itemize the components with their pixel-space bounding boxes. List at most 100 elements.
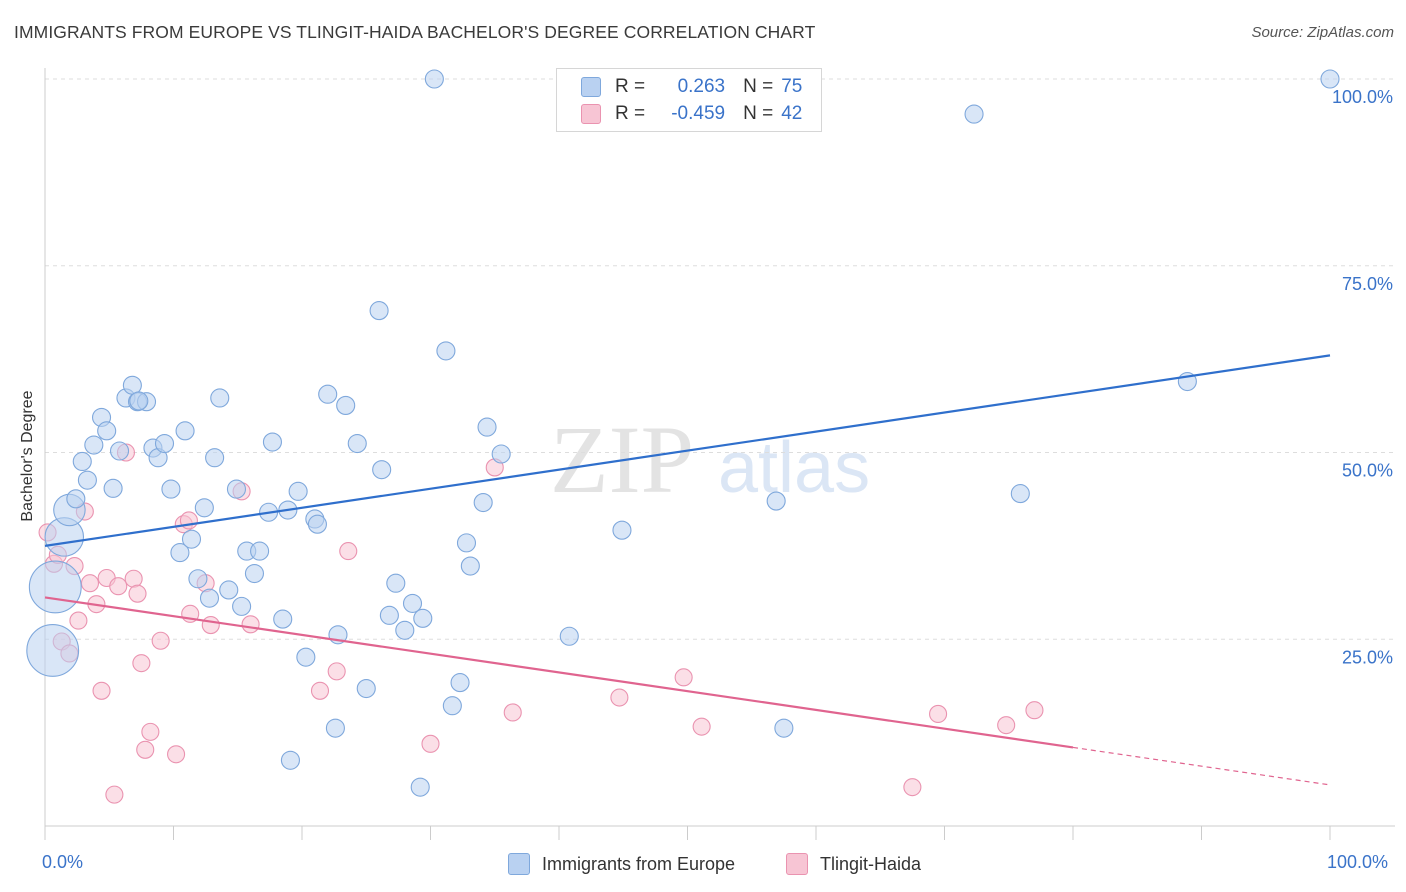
point-tlingit-haida bbox=[105, 785, 124, 804]
point-tlingit-haida bbox=[327, 662, 346, 681]
legend-row-tlingit: R = -0.459 N = 42 bbox=[581, 101, 802, 127]
point-tlingit-haida bbox=[929, 704, 948, 724]
point-immigrants-from-europe bbox=[244, 563, 265, 584]
point-immigrants-from-europe bbox=[395, 620, 415, 640]
pink-swatch bbox=[581, 104, 601, 124]
y-tick-label: 25.0% bbox=[1342, 647, 1393, 667]
point-immigrants-from-europe bbox=[413, 608, 433, 628]
point-immigrants-from-europe bbox=[1010, 484, 1030, 504]
point-immigrants-from-europe bbox=[1320, 69, 1340, 89]
point-immigrants-from-europe bbox=[129, 391, 149, 411]
y-tick-label: 50.0% bbox=[1342, 461, 1393, 481]
point-tlingit-haida bbox=[310, 681, 330, 700]
point-immigrants-from-europe bbox=[219, 580, 239, 600]
point-immigrants-from-europe bbox=[205, 448, 225, 468]
r-value: 0.263 bbox=[677, 76, 726, 97]
series-tlingit-haida bbox=[38, 443, 1044, 804]
point-tlingit-haida bbox=[339, 542, 358, 561]
trend-line-tlingit bbox=[44, 596, 1074, 749]
blue-swatch bbox=[581, 77, 601, 97]
n-value: 42 bbox=[781, 103, 803, 124]
point-immigrants-from-europe bbox=[612, 520, 632, 540]
legend-row-europe: R = 0.263 N = 75 bbox=[581, 74, 802, 100]
trend-line-europe bbox=[44, 354, 1331, 547]
trend-lines bbox=[44, 354, 1331, 786]
watermark: ZIP atlas bbox=[550, 406, 870, 513]
point-immigrants-from-europe bbox=[84, 435, 104, 455]
point-immigrants-from-europe bbox=[296, 647, 316, 667]
source-label: Source: ZipAtlas.com bbox=[1251, 24, 1394, 41]
chart-title: IMMIGRANTS FROM EUROPE VS TLINGIT-HAIDA … bbox=[14, 22, 816, 42]
x-tick-min: 0.0% bbox=[42, 852, 84, 872]
watermark-atlas: atlas bbox=[718, 428, 870, 508]
point-tlingit-haida bbox=[151, 631, 170, 650]
trend-line-tlingit-extension bbox=[1072, 746, 1331, 786]
point-immigrants-from-europe bbox=[97, 421, 117, 441]
point-immigrants-from-europe bbox=[774, 718, 794, 738]
point-immigrants-from-europe bbox=[154, 433, 175, 454]
n-label: N = bbox=[743, 76, 774, 97]
point-tlingit-haida bbox=[503, 703, 522, 722]
point-tlingit-haida bbox=[421, 734, 440, 753]
point-immigrants-from-europe bbox=[273, 609, 293, 629]
point-immigrants-from-europe bbox=[386, 573, 406, 593]
point-immigrants-from-europe bbox=[250, 541, 270, 561]
point-immigrants-from-europe bbox=[188, 569, 208, 589]
point-tlingit-haida bbox=[241, 615, 260, 634]
r-value: -0.459 bbox=[671, 103, 726, 124]
point-tlingit-haida bbox=[903, 778, 922, 797]
point-immigrants-from-europe bbox=[77, 470, 97, 490]
point-immigrants-from-europe bbox=[26, 624, 80, 677]
legend-item-tlingit[interactable]: Tlingit-Haida bbox=[786, 853, 921, 875]
point-immigrants-from-europe bbox=[402, 593, 423, 613]
point-tlingit-haida bbox=[109, 577, 128, 596]
point-tlingit-haida bbox=[80, 574, 100, 593]
point-immigrants-from-europe bbox=[210, 388, 230, 408]
point-tlingit-haida bbox=[124, 569, 143, 588]
pink-swatch bbox=[786, 853, 808, 875]
point-tlingit-haida bbox=[201, 616, 220, 635]
point-immigrants-from-europe bbox=[559, 626, 579, 646]
point-immigrants-from-europe bbox=[336, 395, 356, 415]
n-label: N = bbox=[743, 103, 774, 124]
point-immigrants-from-europe bbox=[410, 777, 430, 797]
y-tick-labels: 25.0% 50.0% 75.0% 100.0% bbox=[1332, 87, 1393, 667]
point-immigrants-from-europe bbox=[424, 69, 444, 89]
point-immigrants-from-europe bbox=[964, 104, 984, 124]
legend-item-europe[interactable]: Immigrants from Europe bbox=[508, 853, 735, 875]
point-immigrants-from-europe bbox=[436, 341, 456, 361]
point-immigrants-from-europe bbox=[456, 533, 477, 553]
blue-swatch bbox=[508, 853, 530, 875]
n-value: 75 bbox=[781, 76, 803, 97]
point-tlingit-haida bbox=[92, 681, 111, 700]
y-tick-label: 100.0% bbox=[1332, 87, 1393, 107]
point-tlingit-haida bbox=[128, 584, 147, 603]
point-immigrants-from-europe bbox=[442, 696, 462, 716]
point-immigrants-from-europe bbox=[175, 421, 195, 441]
point-immigrants-from-europe bbox=[347, 433, 367, 454]
point-tlingit-haida bbox=[69, 611, 88, 630]
point-immigrants-from-europe bbox=[766, 491, 786, 511]
y-tick-label: 75.0% bbox=[1342, 274, 1393, 294]
point-immigrants-from-europe bbox=[473, 492, 493, 513]
point-immigrants-from-europe bbox=[318, 384, 338, 404]
point-immigrants-from-europe bbox=[356, 679, 376, 699]
point-immigrants-from-europe bbox=[307, 514, 327, 534]
point-immigrants-from-europe bbox=[103, 478, 123, 498]
point-immigrants-from-europe bbox=[161, 479, 181, 499]
point-immigrants-from-europe bbox=[232, 596, 252, 616]
point-immigrants-from-europe bbox=[379, 605, 399, 625]
r-label: R = bbox=[615, 76, 646, 97]
legend-label: Tlingit-Haida bbox=[820, 853, 922, 874]
point-immigrants-from-europe bbox=[262, 432, 282, 452]
point-immigrants-from-europe bbox=[288, 481, 308, 501]
point-immigrants-from-europe bbox=[66, 489, 86, 509]
point-immigrants-from-europe bbox=[72, 451, 92, 472]
point-immigrants-from-europe bbox=[372, 460, 392, 480]
point-immigrants-from-europe bbox=[477, 417, 497, 437]
correlation-legend: R = 0.263 N = 75 R = -0.459 N = 42 bbox=[556, 68, 822, 132]
series-legend: Immigrants from Europe Tlingit-Haida bbox=[0, 850, 1406, 880]
point-immigrants-from-europe bbox=[369, 301, 389, 321]
point-tlingit-haida bbox=[692, 717, 711, 736]
